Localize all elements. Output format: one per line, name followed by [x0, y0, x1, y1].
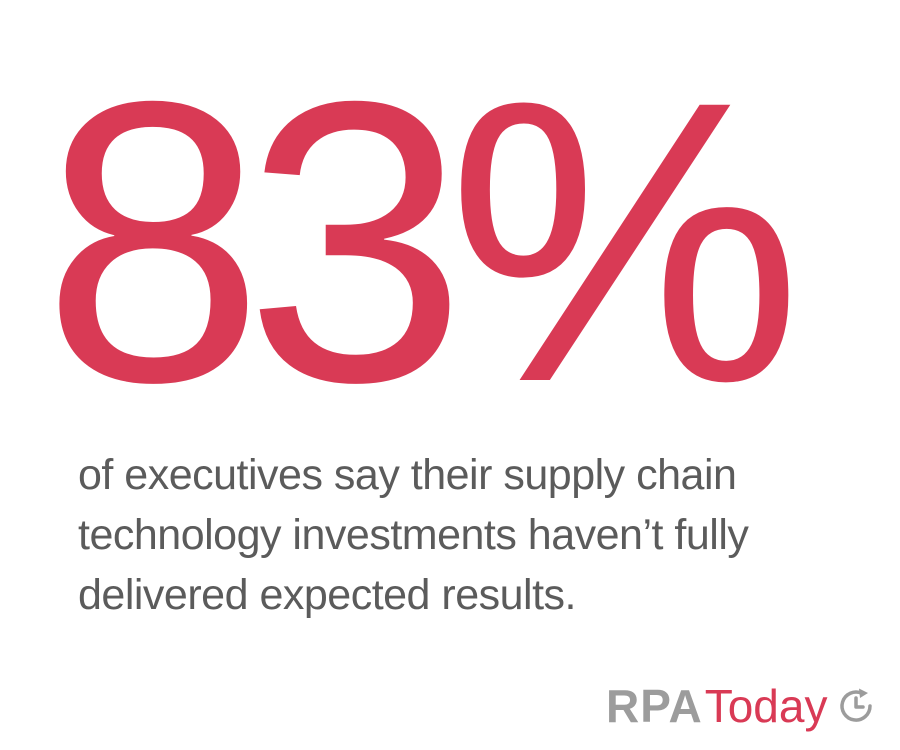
- caption-text: of executives say their supply chain tec…: [78, 445, 878, 625]
- headline-stat: 83%: [42, 18, 803, 465]
- caption-line-2: technology investments haven’t fully: [78, 511, 749, 559]
- clock-refresh-icon: [837, 687, 875, 725]
- logo-brand-light: Today: [704, 680, 828, 732]
- rpa-today-logo: RPA Today: [606, 680, 875, 732]
- logo-brand-bold: RPA: [606, 680, 703, 732]
- caption-line-3: delivered expected results.: [78, 571, 577, 619]
- caption-line-1: of executives say their supply chain: [78, 451, 737, 499]
